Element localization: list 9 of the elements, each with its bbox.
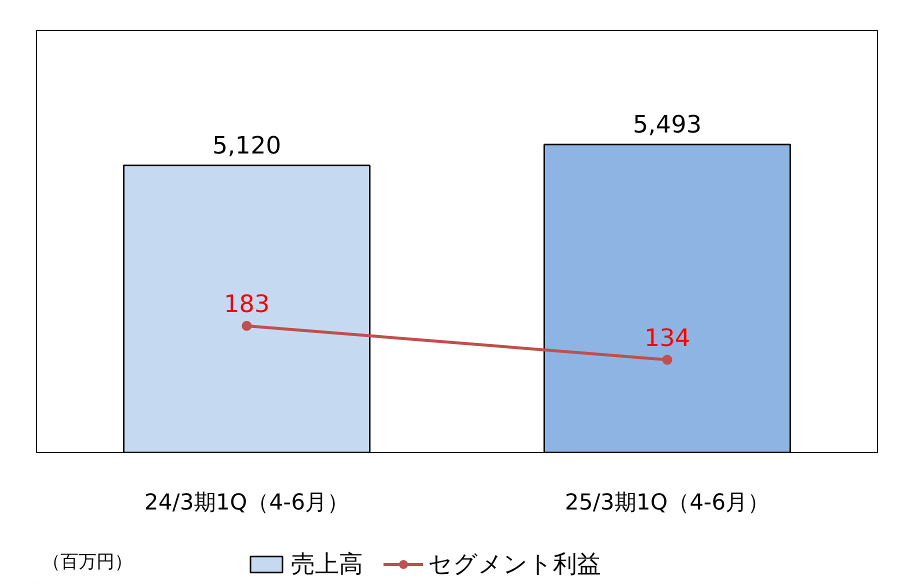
data-label: 5,493 bbox=[632, 110, 702, 138]
legend-label: セグメント利益 bbox=[428, 549, 601, 580]
data-label: 183 bbox=[224, 290, 270, 318]
legend-label: 売上高 bbox=[291, 549, 363, 580]
x-tick-label: 25/3期1Q（4-6月） bbox=[564, 490, 770, 516]
x-tick-label: 24/3期1Q（4-6月） bbox=[144, 490, 350, 516]
data-label: 134 bbox=[644, 324, 690, 352]
data-label: 5,120 bbox=[212, 131, 282, 160]
text: （百万円） bbox=[42, 552, 132, 572]
